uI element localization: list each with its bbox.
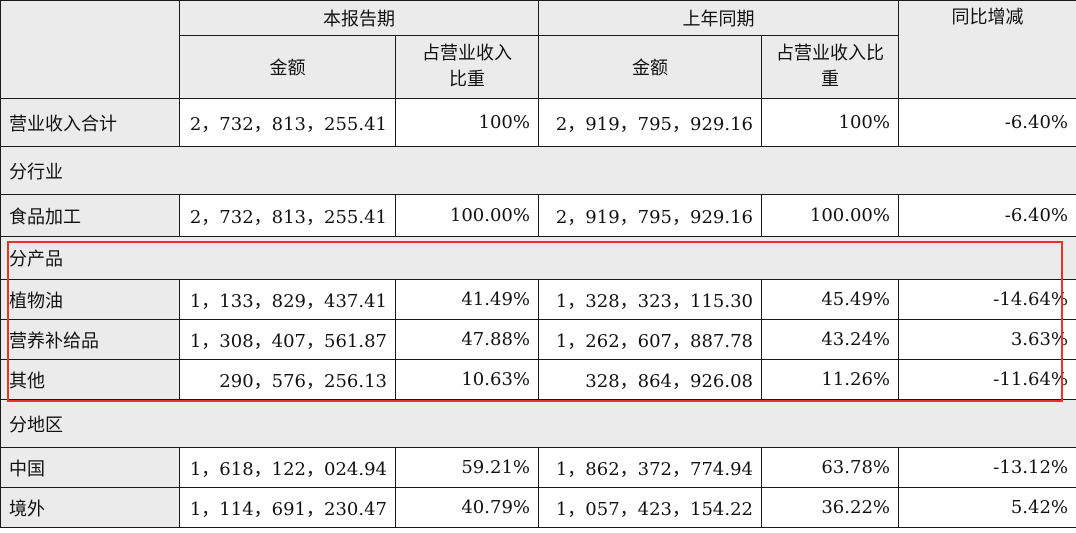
header-blank-cell (0, 0, 180, 99)
sections-body: 分行业 食品加工 2，732，813，255.41 100.00% 2，919，795，… (0, 146, 1076, 528)
cell-yoy: -6.40% (898, 194, 1076, 237)
cell-yoy: -6.40% (898, 98, 1076, 147)
cell-cur-amount: 1，618，122，024.94 (179, 447, 396, 488)
cell-prev-amount: 2，919，795，929.16 (538, 194, 762, 237)
row-label: 植物油 (0, 279, 180, 320)
total-revenue-row: 营业收入合计 2，732，813，255.41 100% 2，919，795，929.… (0, 98, 1076, 147)
cell-prev-amount: 1，862，372，774.94 (538, 447, 762, 488)
cell-cur-share: 40.79% (395, 487, 539, 528)
cell-yoy: 3.63% (898, 319, 1076, 360)
cell-prev-share: 63.78% (761, 447, 899, 488)
cell-cur-amount: 2，732，813，255.41 (179, 194, 396, 237)
section-header-row: 分行业 (0, 146, 1076, 195)
cell-prev-amount: 1，057，423，154.22 (538, 487, 762, 528)
cell-cur-share: 59.21% (395, 447, 539, 488)
table-row: 其他 290，576，256.13 10.63% 328，864，926.08 11.2… (0, 359, 1076, 400)
cell-yoy: -14.64% (898, 279, 1076, 320)
cell-yoy: -13.12% (898, 447, 1076, 488)
cell-yoy: 5.42% (898, 487, 1076, 528)
cell-prev-share: 100% (761, 98, 899, 147)
table-row: 食品加工 2，732，813，255.41 100.00% 2，919，795，929… (0, 194, 1076, 237)
table-row: 营养补给品 1，308，407，561.87 47.88% 1，262，607，887… (0, 319, 1076, 360)
cell-prev-share: 36.22% (761, 487, 899, 528)
cell-cur-amount: 1，133，829，437.41 (179, 279, 396, 320)
cell-prev-amount: 2，919，795，929.16 (538, 98, 762, 147)
cell-prev-amount: 1，328，323，115.30 (538, 279, 762, 320)
row-label: 食品加工 (0, 194, 180, 237)
row-label: 中国 (0, 447, 180, 488)
cell-prev-share: 11.26% (761, 359, 899, 400)
row-label: 营养补给品 (0, 319, 180, 360)
header-yoy-change: 同比增减 (898, 0, 1076, 99)
cell-cur-amount: 1，308，407，561.87 (179, 319, 396, 360)
cell-prev-share: 45.49% (761, 279, 899, 320)
section-header-row: 分产品 (0, 236, 1076, 280)
cell-cur-share: 41.49% (395, 279, 539, 320)
section-title: 分产品 (0, 236, 1076, 280)
cell-cur-amount: 2，732，813，255.41 (179, 98, 396, 147)
cell-cur-share: 100.00% (395, 194, 539, 237)
cell-cur-share: 10.63% (395, 359, 539, 400)
cell-cur-amount: 1，114，691，230.47 (179, 487, 396, 528)
header-prior-period: 上年同期 (538, 0, 899, 36)
cell-cur-amount: 290，576，256.13 (179, 359, 396, 400)
row-label: 其他 (0, 359, 180, 400)
section-header-row: 分地区 (0, 399, 1076, 448)
header-cur-amount: 金额 (179, 35, 396, 99)
row-label: 营业收入合计 (0, 98, 180, 147)
header-row-2: 金额 占营业收入比重 金额 占营业收入比重 (1, 35, 1076, 99)
cell-prev-amount: 1，262，607，887.78 (538, 319, 762, 360)
header-cur-share: 占营业收入比重 (395, 35, 539, 99)
cell-prev-share: 43.24% (761, 319, 899, 360)
header-prev-share: 占营业收入比重 (761, 35, 899, 99)
header-current-period: 本报告期 (179, 0, 539, 36)
cell-cur-share: 47.88% (395, 319, 539, 360)
cell-prev-share: 100.00% (761, 194, 899, 237)
row-label: 境外 (0, 487, 180, 528)
cell-yoy: -11.64% (898, 359, 1076, 400)
header-prev-amount: 金额 (538, 35, 762, 99)
table-row: 中国 1，618，122，024.94 59.21% 1，862，372，774.94… (0, 447, 1076, 488)
table-row: 境外 1，114，691，230.47 40.79% 1，057，423，154.22… (0, 487, 1076, 528)
cell-prev-amount: 328，864，926.08 (538, 359, 762, 400)
section-title: 分地区 (0, 399, 1076, 448)
cell-cur-share: 100% (395, 98, 539, 147)
header-row-1: 本报告期 上年同期 同比增减 (0, 0, 1076, 99)
section-title: 分行业 (0, 146, 1076, 195)
table-row: 植物油 1，133，829，437.41 41.49% 1，328，323，115.3… (0, 279, 1076, 320)
